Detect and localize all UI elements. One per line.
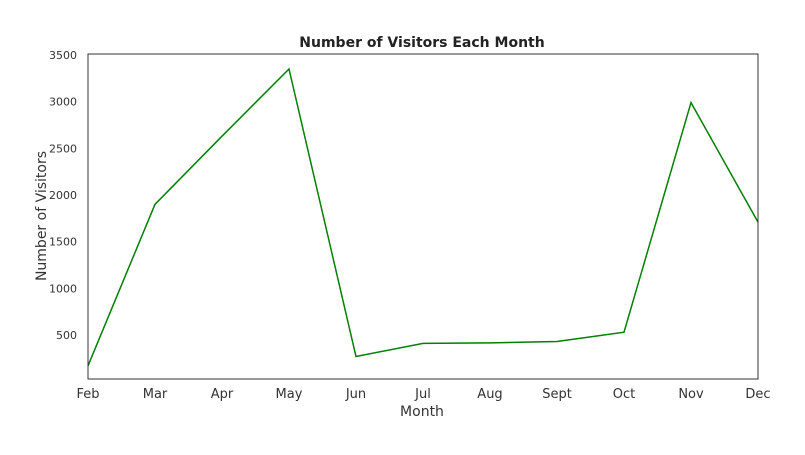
y-tick-label: 3500 <box>49 49 77 62</box>
x-tick-label: Feb <box>76 387 99 402</box>
x-tick-label: Dec <box>745 387 770 402</box>
x-tick-label: May <box>276 387 303 402</box>
x-tick-label: Oct <box>613 387 635 402</box>
x-tick-label: Mar <box>143 387 168 402</box>
y-tick-label: 1000 <box>49 282 77 295</box>
y-tick-label: 2000 <box>49 189 77 202</box>
plot-frame <box>87 53 759 380</box>
x-tick-label: Sept <box>542 387 572 402</box>
y-tick-label: 1500 <box>49 236 77 249</box>
y-tick-label: 2500 <box>49 142 77 155</box>
x-tick-label: Aug <box>477 387 502 402</box>
x-tick-label: Jun <box>345 387 366 402</box>
y-axis-label: Number of Visitors <box>34 151 50 281</box>
y-tick-label: 3000 <box>49 96 77 109</box>
ticks-layer: 500 1000 1500 2000 2500 3000 3500 Feb Mar Apr May J… <box>49 49 771 402</box>
series-layer <box>87 67 759 367</box>
x-tick-label: Jul <box>414 387 431 402</box>
y-tick-label: 500 <box>56 329 77 342</box>
x-tick-label: Apr <box>211 387 234 402</box>
x-axis-label: Month <box>400 404 444 420</box>
x-tick-label: Nov <box>678 387 704 402</box>
series-line <box>87 67 759 367</box>
chart-title: Number of Visitors Each Month <box>299 35 544 51</box>
